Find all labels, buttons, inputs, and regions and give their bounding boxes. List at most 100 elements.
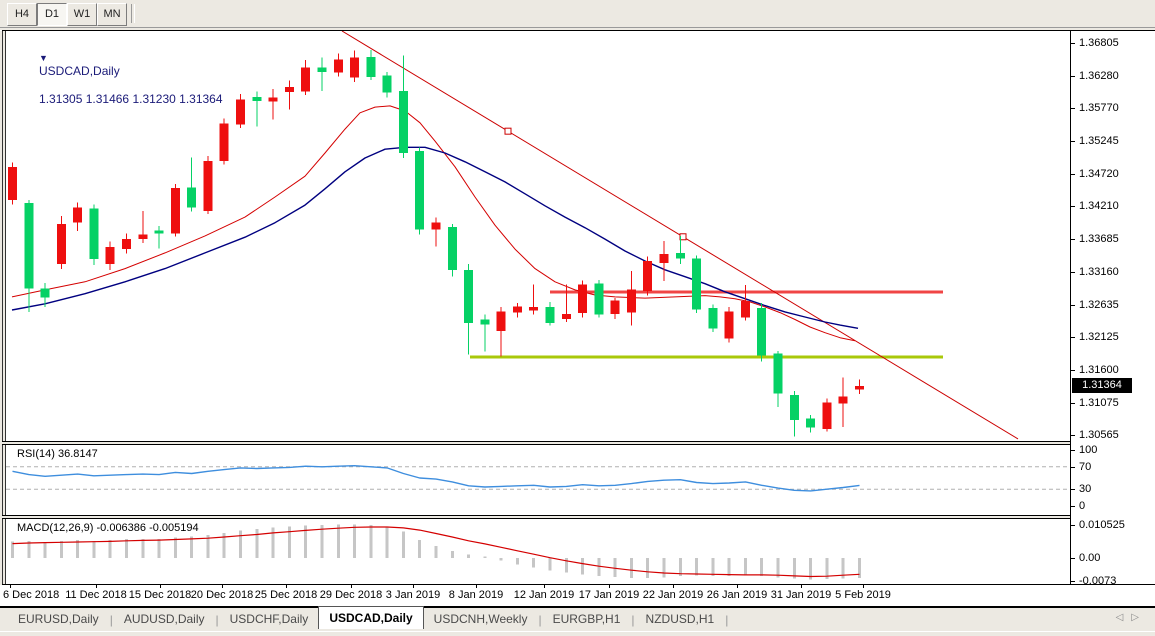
rsi-tick-label-tick (1071, 450, 1075, 451)
chart-tab-usdchf[interactable]: USDCHF,Daily (229, 612, 309, 626)
toolbar-separator (131, 4, 135, 23)
macd-tick-label: 0.010525 (1079, 519, 1125, 531)
time-tick (801, 585, 802, 588)
macd-histogram (11, 524, 861, 580)
tab-scroll-arrows: ◁▷ (1116, 612, 1147, 623)
chart-tab-nzdusd[interactable]: NZDUSD,H1 (645, 612, 715, 626)
price-tick-label: 1.33685 (1079, 232, 1119, 245)
time-tick-label: 3 Jan 2019 (385, 589, 441, 601)
tab-separator: | (631, 612, 635, 627)
time-tick-label: 12 Jan 2019 (513, 589, 575, 601)
price-tick-label: 1.34210 (1079, 200, 1119, 213)
time-tick (476, 585, 477, 588)
time-tick (286, 585, 287, 588)
time-tick (222, 585, 223, 588)
time-tick (96, 585, 97, 588)
macd-main-value: -0.006386 (96, 522, 147, 534)
time-tick-label: 11 Dec 2018 (65, 589, 127, 601)
timeframe-toolbar: H4 D1 W1 MN (0, 0, 1155, 27)
chart-symbol-label: USDCAD,Daily (39, 64, 120, 78)
price-tick-label: 1.36805 (1079, 37, 1119, 49)
chart-ohlc-values: 1.31305 1.31466 1.31230 1.31364 (39, 92, 223, 106)
time-tick (673, 585, 674, 588)
divider-rsi-macd[interactable] (2, 516, 1155, 518)
time-tick (863, 585, 864, 588)
price-tick-label: 1.35770 (1079, 102, 1119, 115)
chart-tab-usdcad[interactable]: USDCAD,Daily (318, 606, 424, 629)
price-tick-label-tick (1071, 140, 1075, 142)
rsi-label: RSI(14) 36.8147 (17, 448, 98, 460)
tab-separator: | (725, 612, 729, 627)
time-tick-label: 22 Jan 2019 (642, 589, 704, 601)
macd-signal-line (12, 526, 860, 578)
time-tick-label: 31 Jan 2019 (770, 589, 832, 601)
price-tick-label-tick (1071, 369, 1075, 371)
window-left-border-inner (5, 30, 6, 607)
chart-tab-audusd[interactable]: AUDUSD,Daily (123, 612, 205, 626)
rsi-canvas[interactable] (6, 445, 1070, 515)
time-tick (10, 585, 11, 588)
price-tick-label: 1.32635 (1079, 298, 1119, 311)
time-tick-label: 25 Dec 2018 (254, 589, 318, 601)
macd-tick-label-tick (1071, 525, 1075, 526)
trendline-marker (679, 233, 687, 241)
price-tick-label-tick (1071, 336, 1075, 338)
price-tick-label-tick (1071, 75, 1075, 77)
candles (8, 50, 864, 437)
tabbar-top-border (0, 606, 1155, 608)
axis-separator (1070, 30, 1071, 584)
divider-rsi-macd-top (2, 515, 1155, 516)
price-tick-label: 1.36280 (1079, 69, 1119, 82)
chart-tab-eurusd[interactable]: EURUSD,Daily (18, 612, 99, 626)
status-bar (0, 631, 1155, 636)
divider-main-rsi-bottom (2, 444, 1155, 445)
timeframe-button-d1[interactable]: D1 (37, 3, 67, 26)
price-tick-label-tick (1071, 304, 1075, 306)
price-tick-label-tick (1071, 238, 1075, 240)
time-tick-label: 29 Dec 2018 (319, 589, 383, 601)
rsi-tick-label: 70 (1079, 460, 1092, 473)
price-tick-label-tick (1071, 434, 1075, 436)
divider-rsi-macd-bottom (2, 518, 1155, 519)
chart-top-border (2, 30, 1155, 31)
tab-scroll-right-icon[interactable]: ▷ (1131, 612, 1147, 623)
rsi-tick-label: 0 (1079, 500, 1086, 512)
chart-tabbar: EURUSD,Daily | AUDUSD,Daily | USDCHF,Daily US… (0, 606, 1155, 631)
price-axis[interactable]: 1.36805 1.36280 1.35770 1.35245 1.34720 1.342… (1071, 31, 1155, 587)
time-axis[interactable]: 6 Dec 2018 11 Dec 2018 15 Dec 2018 20 Dec 2… (0, 585, 1155, 606)
time-tick (413, 585, 414, 588)
price-tick-label-tick (1071, 271, 1075, 273)
rsi-tick-label-tick (1071, 489, 1075, 491)
timeframe-button-mn[interactable]: MN (97, 3, 127, 26)
timeframe-button-w1[interactable]: W1 (67, 3, 97, 26)
tab-scroll-left-icon[interactable]: ◁ (1115, 612, 1132, 623)
divider-main-rsi[interactable] (2, 442, 1155, 444)
time-tick-label: 15 Dec 2018 (128, 589, 192, 601)
chart-tab-usdcnh[interactable]: USDCNH,Weekly (433, 612, 528, 626)
macd-panel[interactable]: MACD(12,26,9) -0.006386 -0.005194 (6, 519, 1070, 584)
time-tick (737, 585, 738, 588)
time-tick-label: 26 Jan 2019 (706, 589, 768, 601)
rsi-panel[interactable]: RSI(14) 36.8147 (6, 445, 1070, 515)
time-tick-label: 20 Dec 2018 (190, 589, 254, 601)
price-tick-label-tick (1071, 206, 1075, 208)
rsi-tick-label-tick (1071, 506, 1075, 507)
main-chart-canvas[interactable] (6, 31, 1070, 441)
macd-canvas[interactable] (6, 519, 1070, 584)
time-tick-label: 5 Feb 2019 (835, 589, 891, 601)
time-tick-label: 17 Jan 2019 (578, 589, 640, 601)
chart-header: ▼ USDCAD,Daily 1.31305 1.31466 1.31230 1… (19, 36, 223, 120)
price-tick-label: 1.31075 (1079, 396, 1119, 409)
main-chart-panel[interactable]: ▼ USDCAD,Daily 1.31305 1.31466 1.31230 1… (6, 31, 1070, 441)
price-tick-label: 1.31600 (1079, 363, 1119, 376)
tab-separator: | (215, 612, 219, 627)
macd-tick-label-tick (1071, 580, 1075, 582)
price-tick-label-tick (1071, 43, 1075, 44)
timeframe-button-h4[interactable]: H4 (7, 3, 37, 26)
chart-tab-eurgbp[interactable]: EURGBP,H1 (552, 612, 621, 626)
rsi-tick-label-tick (1071, 466, 1075, 468)
symbol-dropdown-icon[interactable]: ▼ (39, 53, 48, 63)
price-tick-label: 1.33160 (1079, 265, 1119, 278)
price-tick-label: 1.30565 (1079, 428, 1119, 441)
price-tick-label-tick (1071, 173, 1075, 175)
